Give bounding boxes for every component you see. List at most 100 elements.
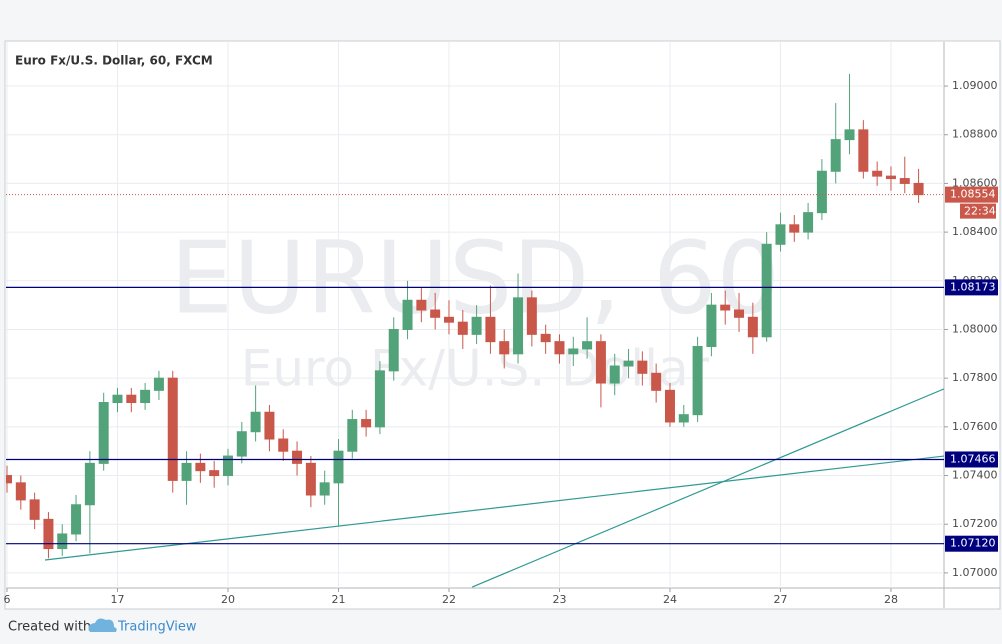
candle-body [388, 328, 399, 372]
candle-body [734, 309, 745, 318]
candle-body [651, 372, 662, 391]
candle-body [720, 304, 731, 311]
level-label: 1.07466 [950, 452, 996, 465]
level-label: 1.07120 [950, 537, 996, 550]
chart-frame [4, 40, 1001, 610]
level-label-box [945, 451, 998, 468]
candle-body [513, 297, 524, 355]
level-label-box [945, 535, 998, 552]
candle-body [6, 475, 12, 484]
candle-body [43, 518, 54, 550]
x-tick-label: 28 [884, 593, 898, 606]
candle-body [568, 348, 579, 355]
candle-body [540, 333, 551, 343]
candle-body [899, 178, 910, 184]
candle-body [292, 450, 303, 464]
marks [6, 73, 944, 588]
candle-body [98, 402, 109, 464]
candle-body [167, 377, 178, 481]
candle-body [706, 304, 717, 348]
candle-body [872, 170, 883, 177]
countdown-label: 22:34 [964, 205, 996, 218]
candle-body [526, 297, 537, 335]
footer-text: Created with [8, 620, 91, 635]
chart-title: Euro Fx/U.S. Dollar, 60, FXCM [15, 54, 213, 68]
candle-body [595, 341, 606, 384]
x-tick-label: 23 [552, 593, 566, 606]
x-tick-label: 21 [331, 593, 345, 606]
watermark-name: Euro Fx/U.S. Dollar [241, 340, 710, 398]
candle-body [443, 316, 454, 323]
candle-body [609, 365, 620, 384]
y-tick-label: 1.08400 [952, 225, 998, 238]
y-tick-label: 1.07400 [952, 469, 998, 482]
candle-body [347, 419, 358, 452]
candle-body [15, 482, 26, 501]
x-tick-label: 22 [442, 593, 456, 606]
candle-body [29, 499, 40, 520]
candle-body [305, 462, 316, 496]
candle-body [181, 462, 192, 481]
candle-body [844, 129, 855, 141]
candle-body [457, 321, 468, 335]
candle-body [430, 309, 441, 318]
candle-body [692, 346, 703, 416]
candle-body [319, 482, 330, 496]
candle-body [126, 394, 137, 404]
candle-body [222, 455, 233, 477]
candle-body [402, 299, 413, 330]
x-tick-label: 6 [4, 593, 11, 606]
candle-body [830, 139, 841, 172]
candle-body [236, 431, 247, 457]
candle-body [637, 360, 648, 374]
candle-body [623, 360, 634, 367]
candle-body [278, 438, 289, 452]
candle-body [554, 341, 565, 355]
level-label-box [945, 279, 998, 296]
candle-body [57, 533, 68, 550]
candle-body [582, 341, 593, 350]
last-price-label: 1.08554 [950, 188, 996, 201]
candle-body [153, 377, 164, 391]
y-tick-label: 1.07600 [952, 420, 998, 433]
candle-body [374, 370, 385, 428]
candle-body [499, 341, 510, 355]
candle-body [678, 414, 689, 423]
level-label: 1.08173 [950, 280, 996, 293]
y-tick-label: 1.07000 [952, 566, 998, 579]
candle-body [112, 394, 123, 404]
candle-body [195, 462, 206, 472]
candle-body [84, 462, 95, 506]
x-tick-label: 20 [221, 593, 235, 606]
x-tick-label: 24 [663, 593, 677, 606]
y-tick-label: 1.09000 [952, 79, 998, 92]
candle-body [264, 411, 275, 440]
candle-body [140, 389, 151, 404]
y-tick-label: 1.07200 [952, 517, 998, 530]
footer-brand[interactable]: TradingView [117, 620, 197, 635]
x-tick-label: 17 [110, 593, 124, 606]
candle-body [858, 129, 869, 172]
candle-body [885, 175, 896, 180]
y-tick-label: 1.08600 [952, 176, 998, 189]
y-tick-label: 1.08800 [952, 128, 998, 141]
trend-line [44, 455, 944, 561]
candle-body [416, 299, 427, 311]
countdown-box [960, 203, 996, 219]
y-tick-label: 1.07800 [952, 371, 998, 384]
trend-line [471, 388, 944, 588]
candle-body [485, 316, 496, 343]
candle-body [664, 389, 675, 423]
candle-body [361, 419, 372, 428]
candle-body [803, 212, 814, 233]
candle-body [789, 224, 800, 233]
candle-body [913, 182, 924, 196]
candle-body [761, 243, 772, 338]
candle-body [333, 450, 344, 484]
candle-body [747, 316, 758, 338]
brand-logo [88, 618, 117, 632]
last-price-box [945, 186, 998, 203]
candle-body [250, 411, 261, 433]
